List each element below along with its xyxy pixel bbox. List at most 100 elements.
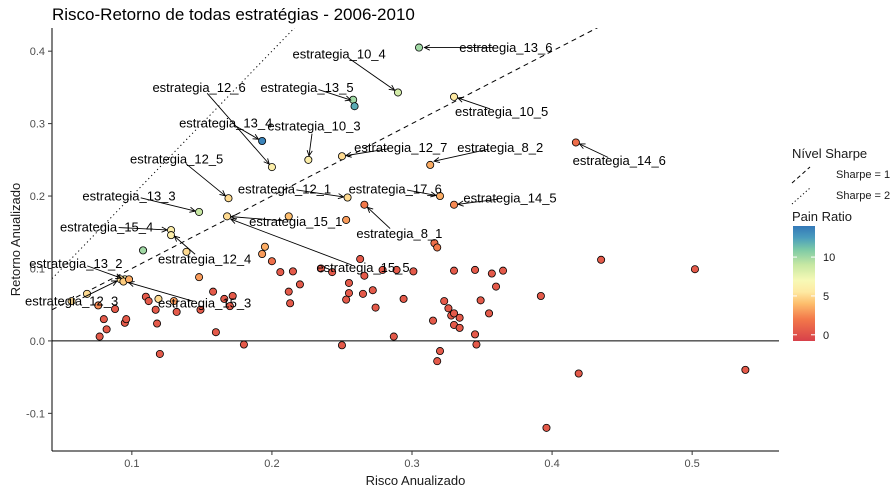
data-point — [94, 301, 103, 310]
leader-line — [206, 93, 270, 165]
data-point — [153, 319, 162, 328]
data-point — [167, 231, 176, 240]
reference-lines — [52, 28, 779, 342]
point-label: estrategia_15_3 — [158, 296, 251, 311]
leader-arrowhead — [366, 206, 374, 214]
data-point — [356, 255, 365, 264]
data-point — [389, 332, 398, 341]
leader-line — [140, 197, 196, 212]
data-point — [258, 249, 267, 258]
point-label: estrategia_12_7 — [354, 140, 447, 155]
point-label: estrategia_14_5 — [463, 191, 556, 206]
data-point — [343, 193, 352, 202]
data-point — [209, 287, 218, 296]
legend-line-key — [791, 187, 811, 205]
data-point — [741, 365, 750, 374]
leader-line — [296, 189, 344, 198]
point-label: estrategia_10_4 — [293, 47, 386, 62]
data-point — [195, 273, 204, 282]
data-point — [228, 291, 237, 300]
data-point — [284, 212, 293, 221]
legend-line-key — [791, 166, 811, 184]
leader-arrowhead — [115, 273, 123, 280]
point-label: estrategia_8_2 — [457, 140, 543, 155]
leader-arrowhead — [344, 151, 352, 158]
data-point — [690, 265, 699, 274]
point-label: estrategia_10_3 — [267, 118, 360, 133]
leader-arrowhead — [173, 235, 181, 242]
data-point — [371, 303, 380, 312]
data-point — [471, 265, 480, 274]
data-point — [433, 243, 442, 252]
leader-line — [406, 189, 437, 196]
data-point — [358, 289, 367, 298]
data-point — [429, 316, 438, 325]
leader-line — [173, 235, 196, 255]
point-label: estrategia_15_5 — [316, 260, 409, 275]
colorbar-title: Pain Ratio — [792, 209, 852, 224]
leader-arrowhead — [388, 84, 396, 91]
leader-arrowhead — [456, 96, 464, 103]
leader-arrowhead — [110, 280, 118, 286]
leader-arrowhead — [430, 191, 438, 198]
data-point — [111, 305, 120, 314]
leader-line — [367, 206, 391, 229]
leader-line — [308, 133, 313, 156]
data-point — [316, 264, 325, 273]
data-point — [267, 257, 276, 266]
data-point — [368, 286, 377, 295]
colorbar-tick-label: 0 — [823, 330, 829, 342]
data-point — [344, 278, 353, 287]
data-point — [455, 323, 464, 332]
leader-line — [348, 58, 395, 91]
leader-arrowhead — [344, 95, 352, 102]
data-point — [426, 160, 435, 169]
point-label: estrategia_12_4 — [158, 252, 251, 267]
leader-arrowhead — [423, 44, 431, 51]
data-point — [450, 309, 459, 318]
leader-arrowhead — [306, 150, 313, 157]
legend: Nível Sharpe Sharpe = 1 Sharpe = 2 Pain Rat… — [791, 146, 890, 342]
data-point — [342, 215, 351, 224]
data-point — [399, 294, 408, 303]
x-tick-label: 0.1 — [124, 458, 139, 470]
leader-arrowhead — [578, 143, 586, 149]
data-point — [224, 194, 233, 203]
data-point — [169, 297, 178, 306]
data-point — [304, 155, 313, 164]
leader-arrowhead — [219, 190, 227, 197]
data-point — [328, 268, 337, 277]
point-labels: estrategia_10_4 estrategia_13_6 estrategia… — [25, 40, 666, 311]
y-tick-label: -0.1 — [26, 408, 45, 420]
data-point — [196, 305, 205, 314]
y-axis-title: Retorno Anualizado — [8, 183, 23, 296]
axes: 0.1 0.2 0.3 0.4 0.5 -0.1 0.0 0.1 0.2 0.3 0.4 Risco … — [8, 28, 779, 488]
colorbar-tick-label: 5 — [823, 291, 829, 303]
leader-arrowhead — [263, 158, 270, 165]
leader-arrowhead — [127, 281, 135, 287]
data-point — [95, 332, 104, 341]
point-label: estrategia_12_1 — [238, 181, 331, 196]
data-point — [450, 200, 459, 209]
data-point — [536, 291, 545, 300]
data-point — [99, 315, 108, 324]
leader-line — [236, 126, 259, 140]
data-point — [499, 266, 508, 275]
y-tick-label: 0.3 — [30, 119, 45, 131]
leader-arrowhead — [456, 200, 464, 207]
data-point — [182, 247, 191, 256]
data-point — [225, 302, 234, 311]
y-tick-label: 0.2 — [30, 191, 45, 203]
data-point — [102, 325, 111, 334]
data-point — [378, 265, 387, 274]
point-label: estrategia_15_1 — [249, 214, 342, 229]
point-label: estrategia_13_4 — [179, 115, 272, 130]
data-point — [139, 246, 148, 255]
data-point — [597, 255, 606, 264]
data-point — [476, 296, 485, 305]
data-point — [487, 269, 496, 278]
point-label: estrategia_8_1 — [356, 226, 442, 241]
data-point — [223, 212, 232, 221]
data-point — [337, 341, 346, 350]
